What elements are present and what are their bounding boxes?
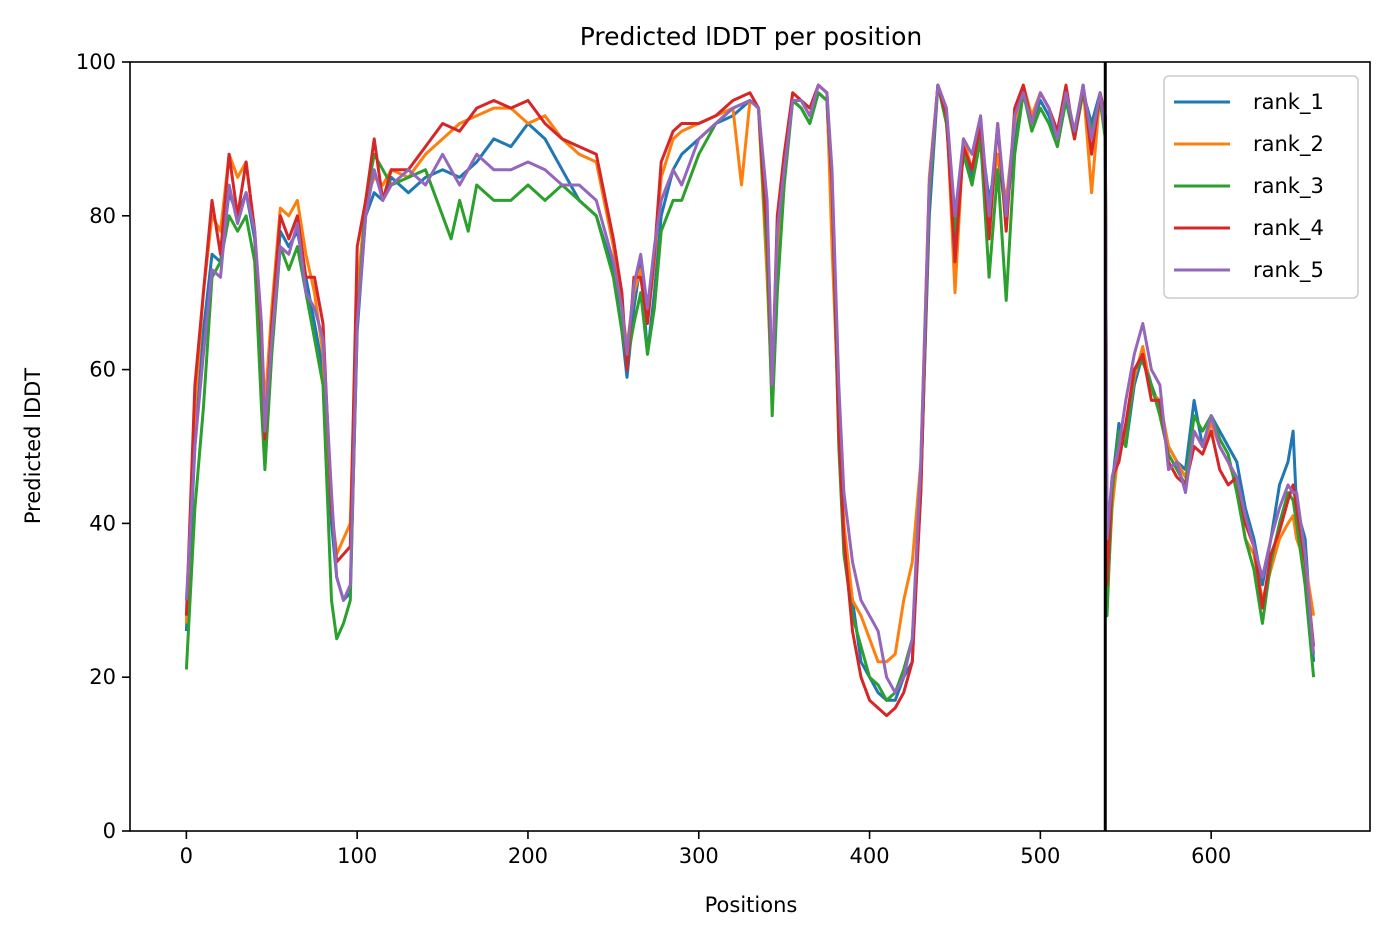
plot-area: 0 100 200 300 400 500 600 0 20 40 60 80 100 rank_1ran…: [76, 50, 1371, 868]
y-tick-label: 20: [89, 665, 116, 689]
y-axis-label: Predicted lDDT: [21, 368, 45, 524]
legend-label-rank_2: rank_2: [1253, 132, 1324, 157]
legend-label-rank_1: rank_1: [1253, 90, 1324, 115]
series-line-rank_5: [184, 83, 1316, 695]
x-tick-label: 600: [1191, 844, 1231, 868]
x-tick-label: 500: [1020, 844, 1060, 868]
y-tick-label: 60: [89, 358, 116, 382]
x-tick-label: 100: [337, 844, 377, 868]
x-tick-label: 300: [679, 844, 719, 868]
legend-label-rank_5: rank_5: [1253, 258, 1324, 283]
x-axis-label: Positions: [705, 893, 798, 917]
x-tick-label: 200: [508, 844, 548, 868]
axes-frame: [129, 61, 1371, 832]
y-tick-label: 0: [103, 819, 116, 843]
x-tick-label: 0: [180, 844, 193, 868]
y-tick-label: 40: [89, 511, 116, 535]
y-tick-label: 100: [76, 50, 116, 74]
x-tick-label: 400: [850, 844, 890, 868]
y-tick-label: 80: [89, 204, 116, 228]
legend-label-rank_3: rank_3: [1253, 174, 1324, 199]
legend-label-rank_4: rank_4: [1253, 216, 1324, 241]
chart-title: Predicted lDDT per position: [580, 22, 922, 51]
legend-box: [1163, 75, 1359, 299]
